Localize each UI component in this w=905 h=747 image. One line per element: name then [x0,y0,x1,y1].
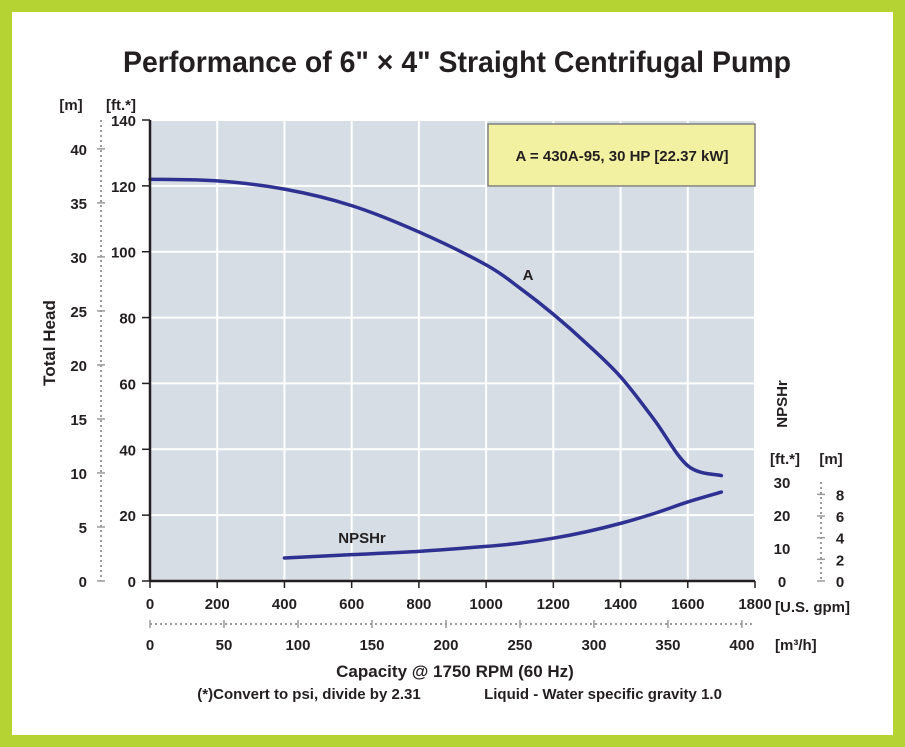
npsh-unit-ft: [ft.*] [770,451,800,468]
y-m-tick-label-15: 15 [70,412,87,429]
x-m3h-tick-label-200: 200 [433,637,458,654]
x-gpm-tick-label-200: 200 [205,596,230,613]
npsh-ft-tick-label-0: 0 [778,574,786,591]
npsh-m-tick-label-8: 8 [836,487,844,504]
x-gpm-tick-label-400: 400 [272,596,297,613]
series-line-a [148,177,724,478]
plot-area [150,120,755,581]
npsh-axis-label: NPSHr [774,380,791,428]
y-unit-m: [m] [59,97,82,114]
y-m-tick-label-5: 5 [79,520,87,537]
chart-title: Performance of 6" × 4" Straight Centrifu… [123,46,791,79]
npsh-m-tick-label-0: 0 [836,574,844,591]
x-m3h-tick-label-50: 50 [216,637,233,654]
y-ft-tick-label-120: 120 [111,179,136,196]
y-ft-tick-label-80: 80 [119,311,136,328]
y-m-tick-label-0: 0 [79,574,87,591]
y-m-tick-label-35: 35 [70,196,87,213]
y-ft-tick-label-40: 40 [119,442,136,459]
footnote-convert: (*)Convert to psi, divide by 2.31 [197,686,420,703]
x-gpm-tick-label-0: 0 [146,596,154,613]
npsh-m-tick-label-6: 6 [836,509,844,526]
x-gpm-tick-label-600: 600 [339,596,364,613]
legend-box [487,123,756,187]
x-m3h-tick-label-300: 300 [581,637,606,654]
y-unit-ft: [ft.*] [106,97,136,114]
x-gpm-tick-label-1400: 1400 [604,596,637,613]
x-gpm-tick-label-1000: 1000 [469,596,502,613]
y-ft-tick-label-60: 60 [119,376,136,393]
x-m3h-tick-label-350: 350 [655,637,680,654]
x-gpm-tick-label-1800: 1800 [738,596,771,613]
y-axis-label: Total Head [40,300,59,386]
y-ft-tick-label-140: 140 [111,113,136,130]
y-m-tick-label-20: 20 [70,358,87,375]
npsh-unit-m: [m] [819,451,842,468]
x-unit-gpm: [U.S. gpm] [775,599,850,616]
legend-box-text: A = 430A-95, 30 HP [22.37 kW] [515,148,728,165]
series-line-npshr [282,490,724,560]
npsh-m-tick-label-4: 4 [836,531,845,548]
x-m3h-tick-label-0: 0 [146,637,154,654]
x-m3h-tick-label-100: 100 [285,637,310,654]
x-m3h-tick-label-150: 150 [359,637,384,654]
x-unit-m3h: [m³/h] [775,637,817,654]
series-label-a: A [523,267,534,284]
npsh-ft-tick-label-30: 30 [774,475,791,492]
x-gpm-tick-label-1600: 1600 [671,596,704,613]
npsh-m-tick-label-2: 2 [836,552,844,569]
npsh-ft-tick-label-20: 20 [774,508,791,525]
y-ft-tick-label-0: 0 [128,574,136,591]
y-ft-tick-label-20: 20 [119,508,136,525]
npsh-ft-tick-label-10: 10 [774,541,791,558]
y-m-tick-label-40: 40 [70,142,87,159]
x-axis-label: Capacity @ 1750 RPM (60 Hz) [336,662,574,681]
x-m3h-tick-label-400: 400 [729,637,754,654]
x-m3h-tick-label-250: 250 [507,637,532,654]
series-lines [148,177,724,560]
y-m-tick-label-10: 10 [70,466,87,483]
y-m-tick-label-25: 25 [70,304,87,321]
y-ft-tick-label-100: 100 [111,245,136,262]
x-gpm-tick-label-1200: 1200 [537,596,570,613]
y-m-tick-label-30: 30 [70,250,87,267]
footnote-liquid: Liquid - Water specific gravity 1.0 [484,686,722,703]
series-label-npshr: NPSHr [338,530,386,547]
x-gpm-tick-label-800: 800 [406,596,431,613]
